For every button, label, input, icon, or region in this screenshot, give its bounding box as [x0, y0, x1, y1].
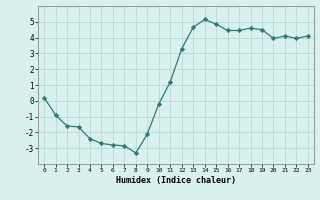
X-axis label: Humidex (Indice chaleur): Humidex (Indice chaleur) — [116, 176, 236, 185]
